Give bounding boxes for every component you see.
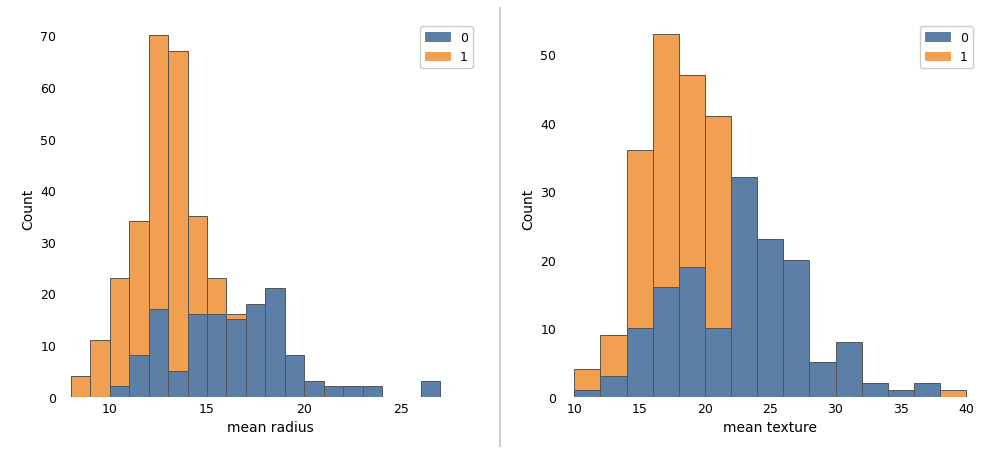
Bar <box>363 387 382 397</box>
Bar <box>940 390 966 397</box>
Bar <box>862 390 888 397</box>
Bar <box>574 390 600 397</box>
Bar <box>809 376 836 397</box>
Bar <box>188 217 207 397</box>
Bar <box>809 363 836 397</box>
Bar <box>343 387 363 397</box>
Bar <box>265 288 285 397</box>
Bar <box>129 222 149 397</box>
Bar <box>862 383 888 397</box>
Bar <box>226 314 246 397</box>
Bar <box>207 278 226 397</box>
Legend: 0, 1: 0, 1 <box>420 27 473 69</box>
Bar <box>574 369 600 397</box>
Y-axis label: Count: Count <box>21 188 35 229</box>
Bar <box>110 387 129 397</box>
Bar <box>757 240 783 397</box>
X-axis label: mean radius: mean radius <box>227 420 314 434</box>
Bar <box>679 267 705 397</box>
Bar <box>304 381 324 397</box>
Bar <box>679 76 705 397</box>
Bar <box>731 185 757 397</box>
Bar <box>836 376 862 397</box>
Bar <box>129 356 149 397</box>
Bar <box>783 376 809 397</box>
Bar <box>285 356 304 397</box>
Bar <box>627 151 653 397</box>
Legend: 0, 1: 0, 1 <box>920 27 973 69</box>
Bar <box>914 383 940 397</box>
Bar <box>627 329 653 397</box>
Bar <box>600 376 627 397</box>
Bar <box>324 387 343 397</box>
Bar <box>168 52 188 397</box>
Bar <box>653 35 679 397</box>
Bar <box>188 314 207 397</box>
Bar <box>149 309 168 397</box>
Bar <box>731 178 757 397</box>
Bar <box>421 381 440 397</box>
X-axis label: mean texture: mean texture <box>723 420 817 434</box>
Bar <box>600 335 627 397</box>
Bar <box>246 387 265 397</box>
Bar <box>149 36 168 397</box>
Bar <box>90 340 110 397</box>
Bar <box>783 260 809 397</box>
Bar <box>246 304 265 397</box>
Bar <box>168 371 188 397</box>
Bar <box>207 314 226 397</box>
Bar <box>265 392 285 397</box>
Bar <box>757 329 783 397</box>
Bar <box>836 342 862 397</box>
Bar <box>705 116 731 397</box>
Bar <box>888 390 914 397</box>
Bar <box>226 319 246 397</box>
Bar <box>71 376 90 397</box>
Bar <box>705 329 731 397</box>
Bar <box>653 288 679 397</box>
Y-axis label: Count: Count <box>521 188 535 229</box>
Bar <box>110 278 129 397</box>
